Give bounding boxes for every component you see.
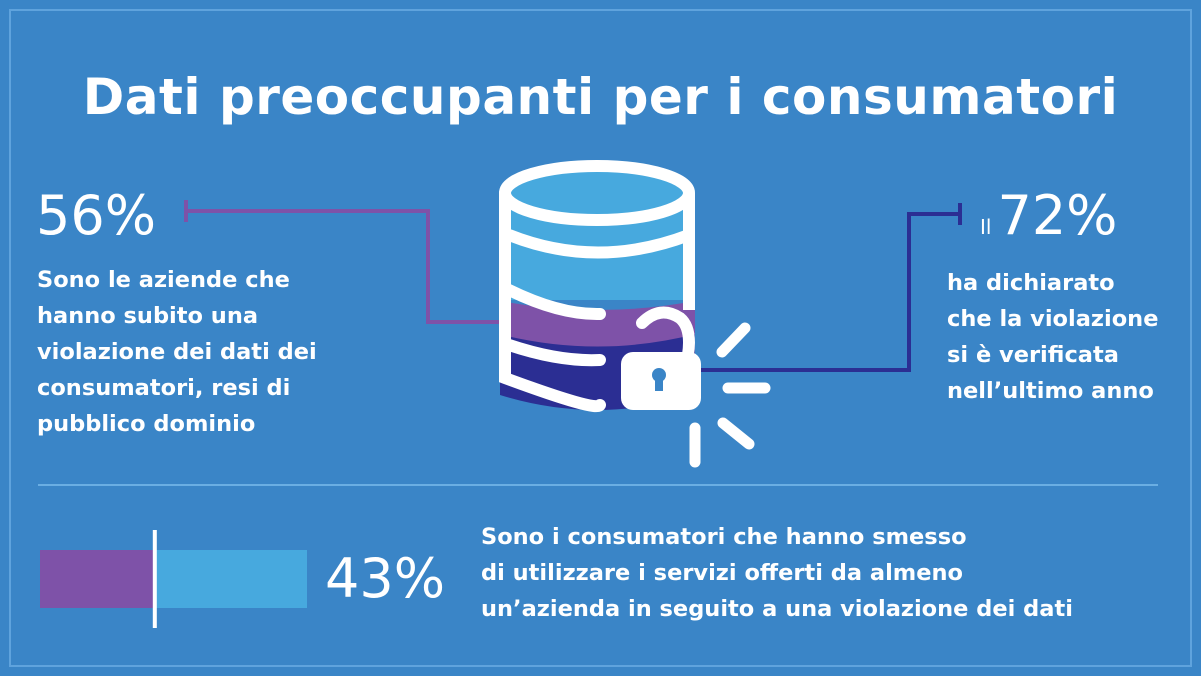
stat-right-number: 72% — [997, 184, 1118, 247]
text-line: che la violazione — [947, 306, 1159, 332]
section-divider — [38, 484, 1158, 486]
text-line: di utilizzare i servizi offerti da almen… — [481, 560, 963, 586]
break-burst-icon — [689, 322, 771, 468]
progress-bar — [40, 530, 307, 628]
connector-left — [184, 200, 500, 324]
text-line: violazione dei dati dei — [37, 339, 317, 365]
text-line: hanno subito una — [37, 303, 259, 329]
page-title: Dati preoccupanti per i consumatori — [82, 68, 1119, 126]
connector-right — [700, 203, 962, 372]
stat-bottom-text: Sono i consumatori che hanno smesso di u… — [481, 519, 1073, 627]
text-line: pubblico dominio — [37, 411, 256, 437]
stat-right-prefix: Il — [980, 215, 992, 239]
stat-left-value: 56% — [36, 184, 157, 247]
unlocked-padlock-icon — [621, 306, 701, 410]
bar-fill — [40, 550, 155, 608]
frame-border — [9, 9, 1192, 667]
stat-bottom-value: 43% — [325, 547, 446, 610]
text-line: Sono le aziende che — [37, 267, 290, 293]
stat-left-text: Sono le aziende che hanno subito una vio… — [37, 262, 317, 442]
text-line: Sono i consumatori che hanno smesso — [481, 524, 967, 550]
bar-marker — [152, 530, 157, 628]
stat-right-text: ha dichiarato che la violazione si è ver… — [947, 265, 1158, 409]
text-line: nell’ultimo anno — [947, 378, 1154, 404]
text-line: ha dichiarato — [947, 270, 1115, 296]
text-line: consumatori, resi di — [37, 375, 291, 401]
text-line: si è verificata — [947, 342, 1119, 368]
text-line: un’azienda in seguito a una violazione d… — [481, 596, 1073, 622]
stat-right-value: Il 72% — [980, 184, 1118, 247]
